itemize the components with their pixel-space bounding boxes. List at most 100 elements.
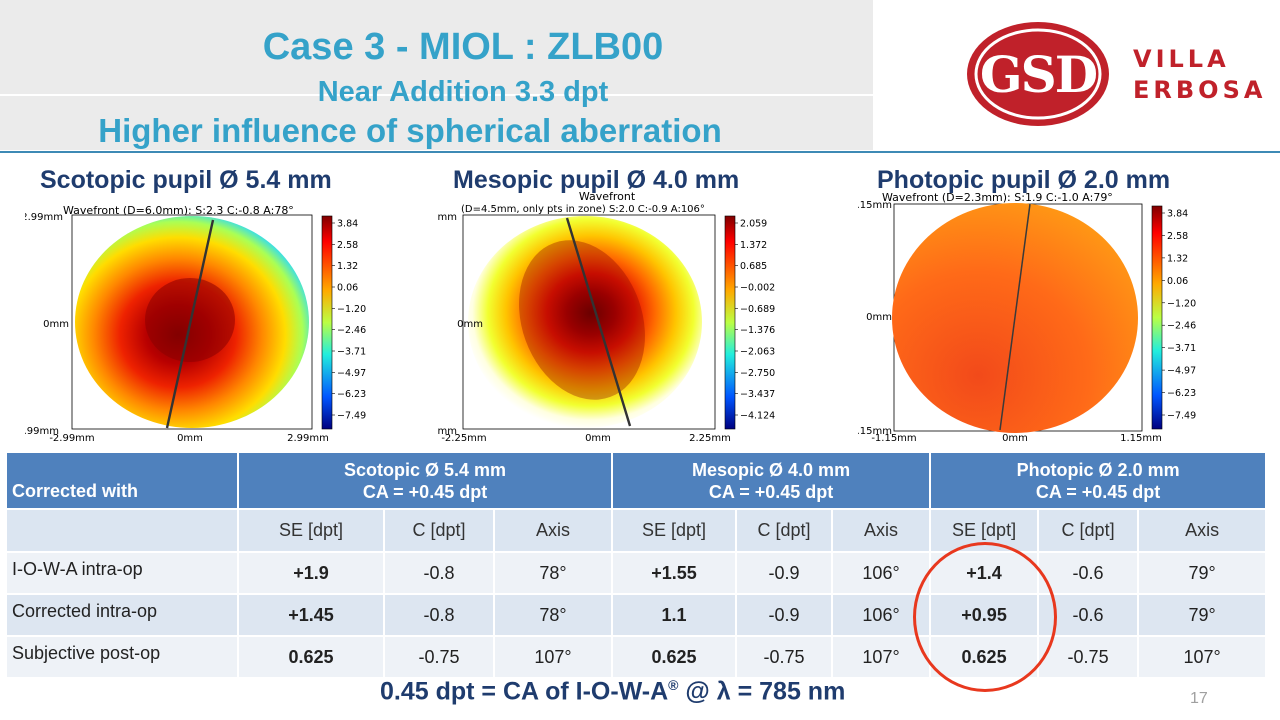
colorbar-label: −0.689 (740, 304, 775, 315)
colorbar-label: 1.32 (337, 261, 358, 272)
y-tick-mid: 0mm (866, 312, 892, 323)
footer-note: 0.45 dpt = CA of I-O-W-A® @ λ = 785 nm (380, 677, 846, 706)
colorbar-label: 0.685 (740, 261, 767, 272)
villa-erbosa-logo: GSD (965, 20, 1265, 130)
table-cell: +1.55 (611, 551, 738, 595)
colorbar-label: −3.437 (740, 389, 775, 400)
x-tick-mid: 0mm (177, 433, 203, 444)
table-cell: 0.625 (237, 635, 385, 679)
x-tick-left: -2.99mm (49, 433, 94, 444)
y-tick-mid: 0mm (43, 319, 69, 330)
colorbar-label: 3.84 (337, 219, 358, 230)
table-cell: +1.45 (237, 593, 385, 637)
colorbar-label: −1.20 (1167, 298, 1196, 309)
header-band (0, 0, 873, 150)
y-tick-top: 1.15mm (858, 200, 892, 211)
colorbar (724, 215, 736, 430)
table-cell: -0.9 (735, 593, 834, 637)
y-tick-mid: 0mm (457, 319, 483, 330)
row-label: Corrected intra-op (5, 593, 239, 637)
y-tick-top: 2.99mm (25, 212, 63, 223)
panel-title-photopic: Photopic pupil Ø 2.0 mm (877, 166, 1171, 194)
table-cell: -0.8 (383, 551, 495, 595)
refraction-table: Corrected with Scotopic Ø 5.4 mm CA = +0.… (5, 451, 1268, 679)
subheader-cell: C [dpt] (1037, 508, 1140, 553)
colorbar (1151, 205, 1163, 430)
wavefront-map-scotopic: Wavefront (D=6.0mm): S:2.3 C:-0.8 A:78° … (14, 190, 385, 451)
colorbar-label: −1.376 (740, 325, 775, 336)
subheader-cell: C [dpt] (735, 508, 834, 553)
logo-letters: GSD (980, 45, 1097, 104)
x-tick-mid: 0mm (1002, 433, 1028, 444)
gsd-emblem-icon: GSD (967, 22, 1109, 126)
plot-title: Wavefront (579, 190, 636, 203)
y-tick-bot: -1.15mm (858, 426, 892, 437)
y-tick-bot: -2.99mm (25, 426, 59, 437)
table-row: Corrected intra-op +1.45 -0.8 78° 1.1 -0… (5, 593, 1268, 637)
title-rule (0, 151, 1280, 153)
corner-header: Corrected with (5, 451, 239, 510)
subheader-cell: SE [dpt] (929, 508, 1040, 553)
table-cell: 106° (831, 551, 932, 595)
header-divider (0, 94, 873, 96)
colorbar-label: −2.46 (337, 325, 366, 336)
colorbar-label: −7.49 (337, 411, 366, 422)
table-cell: 79° (1137, 551, 1268, 595)
y-tick-top: 2.25mm (437, 212, 457, 223)
page-number: 17 (1190, 690, 1208, 707)
table-cell: -0.6 (1037, 551, 1140, 595)
subheader-blank (5, 508, 239, 553)
colorbar-label: −1.20 (337, 304, 366, 315)
wavefront-map-mesopic: Wavefront (D=4.5mm, only pts in zone) S:… (412, 190, 797, 451)
colorbar-label: 3.84 (1167, 209, 1188, 220)
plot-title: Wavefront (D=2.3mm): S:1.9 C:-1.0 A:79° (882, 191, 1113, 204)
highlight-circle (913, 542, 1057, 692)
slide-title: Case 3 - MIOL : ZLB00 (262, 26, 664, 68)
colorbar-label: 2.58 (1167, 231, 1188, 242)
colorbar-label: −6.23 (337, 389, 366, 400)
subheader-cell: Axis (492, 508, 614, 553)
group-header-photopic: Photopic Ø 2.0 mm CA = +0.45 dpt (929, 451, 1268, 510)
table-cell: -0.75 (383, 635, 495, 679)
x-tick-right: 2.99mm (287, 433, 329, 444)
colorbar-label: −0.002 (740, 283, 775, 294)
table-cell: 107° (492, 635, 614, 679)
row-label: Subjective post-op (5, 635, 239, 679)
logo-word-villa: VILLA (1133, 45, 1230, 73)
logo-word-erbosa: ERBOSA (1133, 76, 1267, 104)
plot-subtitle: (D=4.5mm, only pts in zone) S:2.0 C:-0.9… (461, 204, 705, 215)
panel-title-scotopic: Scotopic pupil Ø 5.4 mm (40, 166, 332, 194)
table-cell: 107° (831, 635, 932, 679)
colorbar-label: −3.71 (1167, 343, 1196, 354)
colorbar-label: 2.059 (740, 219, 767, 230)
colorbar-label: −2.063 (740, 347, 775, 358)
table-row: I-O-W-A intra-op +1.9 -0.8 78° +1.55 -0.… (5, 551, 1268, 595)
x-tick-mid: 0mm (585, 433, 611, 444)
colorbar-label: −6.23 (1167, 388, 1196, 399)
colorbar-label: −2.750 (740, 368, 775, 379)
table-cell: 107° (1137, 635, 1268, 679)
colorbar-label: −3.71 (337, 347, 366, 358)
slide-subtitle-2: Higher influence of spherical aberration (98, 112, 722, 149)
x-tick-left: -2.25mm (441, 433, 486, 444)
table-cell: +1.9 (237, 551, 385, 595)
row-label: I-O-W-A intra-op (5, 551, 239, 595)
colorbar-label: −4.124 (740, 411, 775, 422)
subheader-cell: C [dpt] (383, 508, 495, 553)
colorbar-label: −4.97 (337, 368, 366, 379)
plot-title: Wavefront (D=6.0mm): S:2.3 C:-0.8 A:78° (63, 204, 294, 217)
colorbar-label: 0.06 (337, 283, 358, 294)
colorbar-label: −2.46 (1167, 321, 1196, 332)
group-header-scotopic: Scotopic Ø 5.4 mm CA = +0.45 dpt (236, 451, 614, 510)
table-cell: 78° (492, 593, 614, 637)
colorbar (321, 215, 333, 430)
colorbar-label: −4.97 (1167, 366, 1196, 377)
panel-title-mesopic: Mesopic pupil Ø 4.0 mm (453, 166, 740, 194)
colorbar-label: 1.372 (740, 240, 767, 251)
table-cell: 1.1 (611, 593, 738, 637)
table-cell: 79° (1137, 593, 1268, 637)
colorbar-label: 2.58 (337, 240, 358, 251)
subheader-cell: Axis (831, 508, 932, 553)
x-tick-right: 1.15mm (1120, 433, 1162, 444)
table-cell: -0.9 (735, 551, 834, 595)
